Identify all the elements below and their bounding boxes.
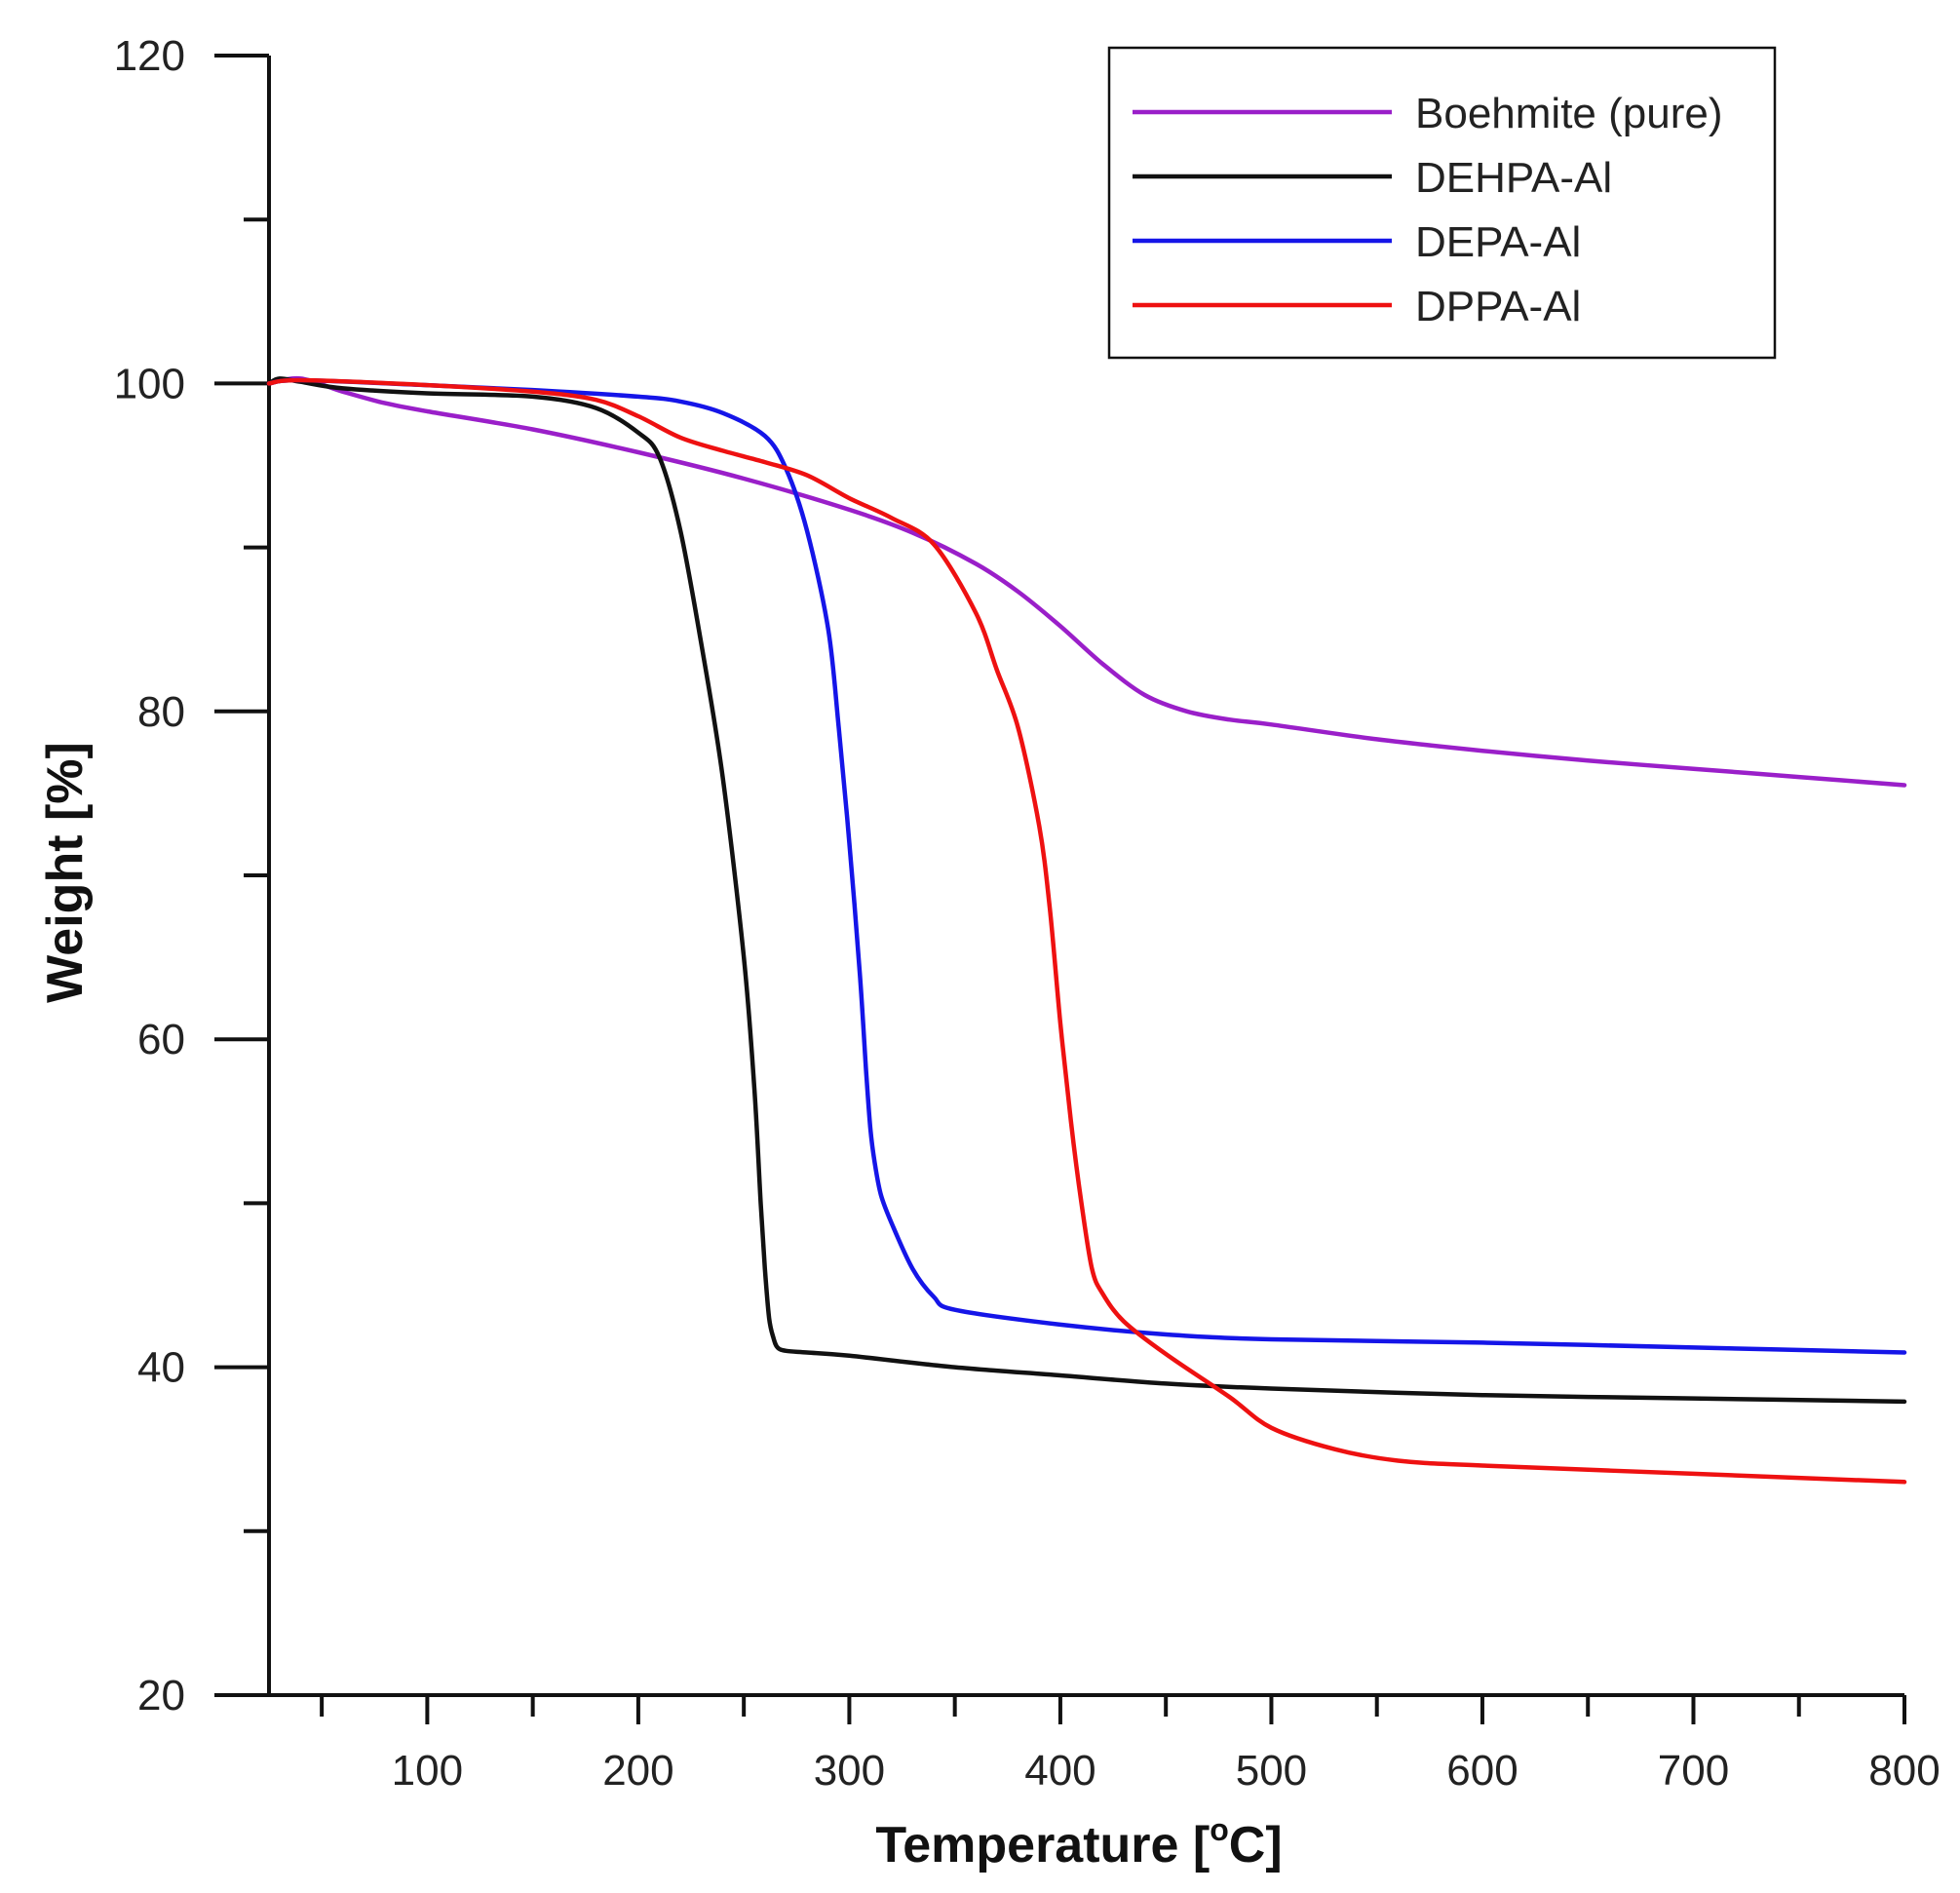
x-tick-label: 500 — [1236, 1747, 1307, 1795]
series-line-depa-al — [266, 377, 1907, 1355]
x-tick-label: 700 — [1658, 1747, 1729, 1795]
legend-label-dppa-al: DPPA-Al — [1415, 283, 1581, 330]
x-axis-ticks: 100 200 300 400 500 600 700 800 — [320, 1695, 1941, 1795]
x-axis-title-unit: C] — [1229, 1817, 1283, 1874]
legend-label-boehmite-pure: Boehmite (pure) — [1415, 90, 1722, 137]
x-tick-label: 100 — [392, 1747, 463, 1795]
y-tick-label: 20 — [137, 1672, 185, 1719]
x-tick-label: 400 — [1024, 1747, 1095, 1795]
legend: Boehmite (pure) DEHPA-Al DEPA-Al DPPA-Al — [1107, 46, 1777, 360]
series-lines — [266, 375, 1907, 1485]
series-line-dehpa-al — [266, 376, 1907, 1405]
x-tick-label: 200 — [602, 1747, 673, 1795]
x-tick-label: 300 — [814, 1747, 885, 1795]
y-tick-label: 120 — [114, 32, 185, 80]
y-tick-label: 80 — [137, 688, 185, 736]
legend-label-dehpa-al: DEHPA-Al — [1415, 154, 1612, 202]
x-tick-label: 800 — [1868, 1747, 1940, 1795]
y-axis-ticks: 20 40 60 80 100 120 — [114, 32, 269, 1719]
x-axis-title-superscript: o — [1210, 1812, 1229, 1847]
x-axis-title: Temperature [oC] — [875, 1812, 1282, 1874]
y-tick-label: 100 — [114, 360, 185, 407]
y-tick-label: 60 — [137, 1016, 185, 1063]
x-tick-label: 600 — [1446, 1747, 1518, 1795]
series-line-dppa-al — [266, 377, 1907, 1485]
legend-label-depa-al: DEPA-Al — [1415, 218, 1581, 266]
legend-items: Boehmite (pure) DEHPA-Al DEPA-Al DPPA-Al — [1133, 90, 1722, 330]
y-tick-label: 40 — [137, 1344, 185, 1392]
x-axis-title-text: Temperature [ — [875, 1817, 1210, 1874]
series-line-boehmite-pure — [266, 375, 1907, 788]
y-axis-title: Weight [%] — [37, 742, 94, 1003]
